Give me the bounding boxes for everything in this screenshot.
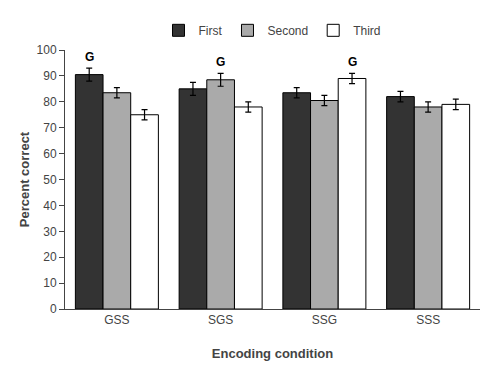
svg-text:0: 0	[50, 302, 57, 316]
svg-text:G: G	[216, 55, 225, 69]
svg-text:Percent correct: Percent correct	[17, 131, 32, 227]
svg-text:50: 50	[43, 173, 57, 187]
svg-text:G: G	[348, 55, 357, 69]
svg-text:G: G	[85, 50, 94, 64]
svg-text:SSG: SSG	[312, 313, 337, 327]
svg-text:100: 100	[37, 43, 57, 57]
svg-text:60: 60	[43, 147, 57, 161]
svg-text:SGS: SGS	[208, 313, 233, 327]
svg-text:First: First	[199, 24, 223, 38]
svg-text:90: 90	[43, 69, 57, 83]
svg-text:30: 30	[43, 225, 57, 239]
svg-text:40: 40	[43, 199, 57, 213]
svg-text:70: 70	[43, 121, 57, 135]
svg-text:80: 80	[43, 95, 57, 109]
svg-text:Third: Third	[353, 24, 380, 38]
svg-text:SSS: SSS	[416, 313, 440, 327]
svg-text:Encoding condition: Encoding condition	[212, 346, 333, 361]
svg-text:GSS: GSS	[104, 313, 129, 327]
svg-text:10: 10	[43, 276, 57, 290]
svg-text:Second: Second	[267, 24, 308, 38]
svg-text:20: 20	[43, 250, 57, 264]
